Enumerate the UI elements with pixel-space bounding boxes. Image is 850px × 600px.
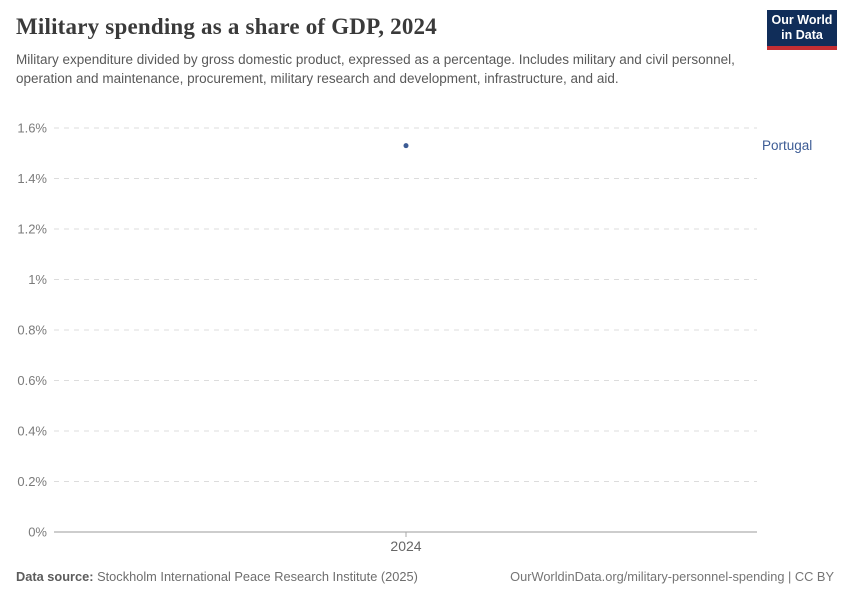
- x-axis-tick-label: 2024: [390, 538, 421, 554]
- y-axis-tick-label: 1.2%: [17, 222, 47, 237]
- owid-logo-line2: in Data: [781, 28, 823, 42]
- y-axis-tick-label: 1.4%: [17, 171, 47, 186]
- y-axis-tick-label: 0%: [28, 525, 47, 540]
- owid-logo-line1: Our World: [771, 13, 833, 27]
- y-axis-tick-label: 0.8%: [17, 323, 47, 338]
- y-axis-tick-label: 0.4%: [17, 424, 47, 439]
- owid-logo[interactable]: Our World in Data: [767, 10, 837, 50]
- chart-subtitle: Military expenditure divided by gross do…: [16, 52, 735, 86]
- data-point-portugal[interactable]: [403, 143, 409, 149]
- data-source-label: Data source:: [16, 569, 94, 584]
- chart-title: Military spending as a share of GDP, 202…: [16, 14, 437, 39]
- y-axis-tick-label: 1%: [28, 272, 47, 287]
- owid-logo-red-strip: [767, 46, 837, 50]
- y-axis-tick-label: 1.6%: [17, 121, 47, 136]
- owid-attribution-link[interactable]: OurWorldinData.org/military-personnel-sp…: [510, 569, 834, 584]
- y-axis-tick-label: 0.6%: [17, 373, 47, 388]
- chart-footer: Data source: Stockholm International Pea…: [16, 569, 834, 584]
- data-source-text: Stockholm International Peace Research I…: [93, 569, 418, 584]
- data-source-note: Data source: Stockholm International Pea…: [16, 569, 418, 584]
- entity-label-portugal[interactable]: Portugal: [762, 138, 812, 153]
- y-axis-tick-label: 0.2%: [17, 474, 47, 489]
